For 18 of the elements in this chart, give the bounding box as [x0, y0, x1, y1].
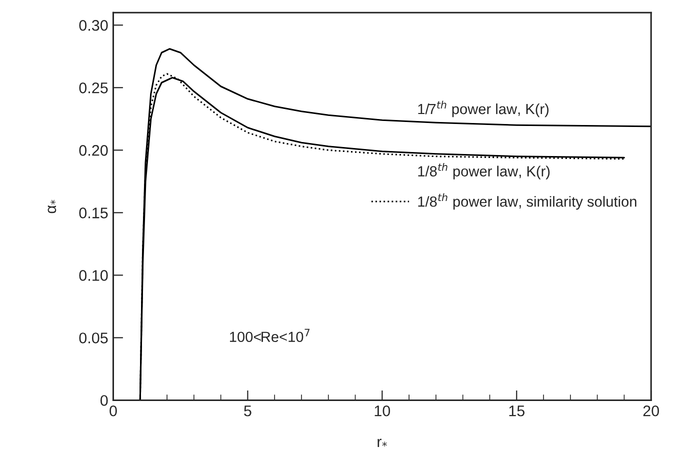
x-tick-label: 5 — [244, 406, 252, 416]
y-tick-label: 0 — [100, 395, 108, 406]
y-axis-title: α$_{*}$ — [48, 200, 56, 214]
legend-label: 1/8$^{th}$ power law, similarity solution — [418, 193, 636, 210]
y-tick-label: 0.10 — [79, 270, 108, 281]
x-tick-label: 0 — [110, 405, 117, 416]
x-axis-title: r$_{*}$ — [378, 438, 387, 448]
annotation: 100<Re<10$^{7}$ — [230, 328, 310, 342]
series-label: 1/7$^{th}$ power law, K(r) — [418, 100, 549, 118]
x-tick-label: 20 — [643, 405, 659, 416]
x-tick-label: 15 — [509, 406, 524, 416]
series-label: 1/8$^{th}$ power law, K(r) — [418, 162, 550, 180]
y-tick-label: 0.30 — [79, 20, 108, 31]
y-tick-label: 0.15 — [79, 208, 108, 218]
y-tick-label: 0.20 — [79, 145, 108, 156]
x-tick-label: 10 — [374, 405, 390, 416]
y-tick-label: 0.05 — [79, 332, 108, 344]
y-tick-label: 0.25 — [79, 82, 108, 94]
